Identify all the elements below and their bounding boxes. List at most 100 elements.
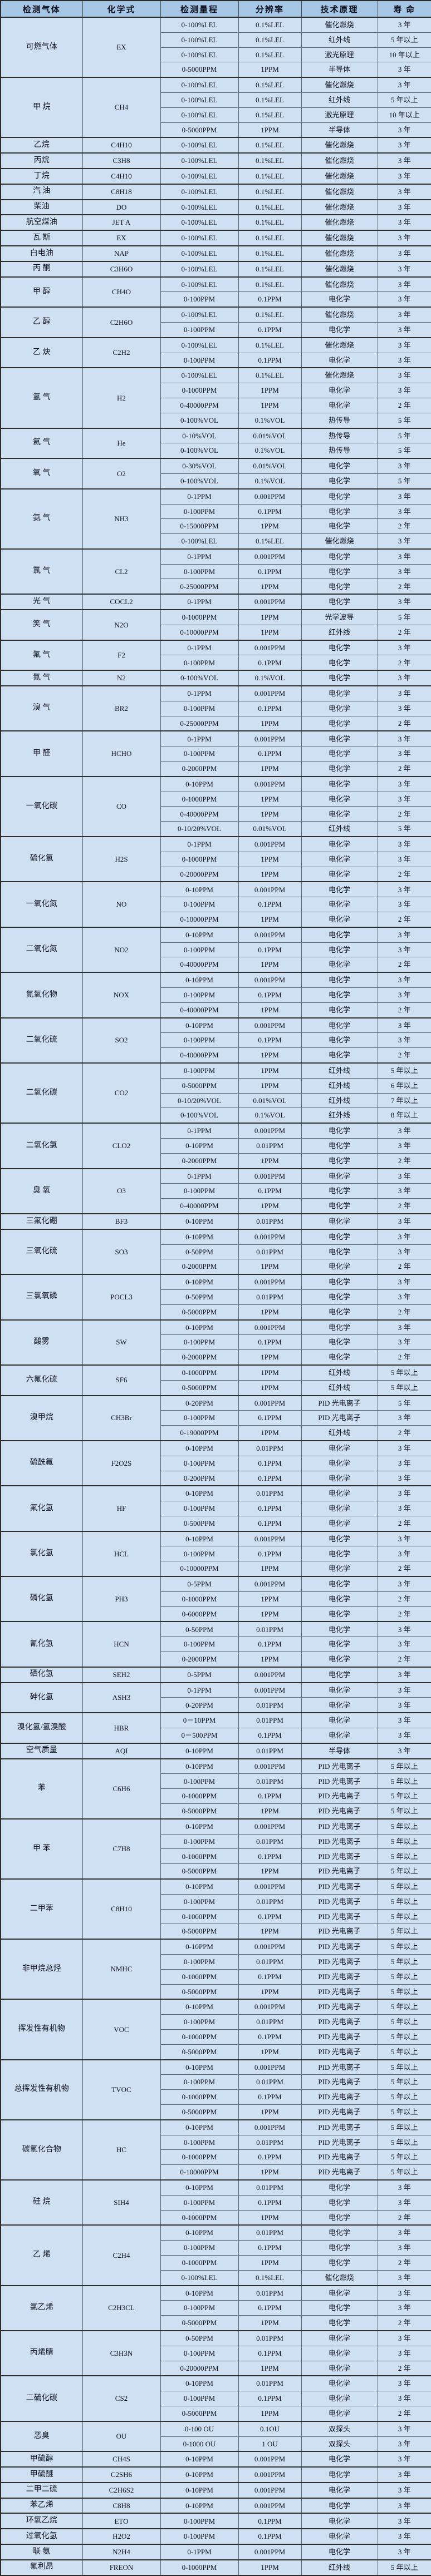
lifespan-cell: 5 年 bbox=[377, 473, 431, 490]
principle-cell: PID 光电离子 bbox=[301, 1924, 378, 1940]
table-row: 0-1000PPM 0.1PPM PID 光电离子 5 年以上 bbox=[1, 2029, 431, 2045]
principle-cell: PID 光电离子 bbox=[301, 1878, 378, 1895]
resolution-cell: 0.01PPM bbox=[238, 1289, 302, 1305]
principle-cell: PID 光电离子 bbox=[301, 1803, 378, 1819]
resolution-cell: 0.01PPM bbox=[238, 1833, 302, 1850]
lifespan-cell: 2 年 bbox=[377, 1198, 431, 1214]
table-row: 笑 气 N2O 0-1000PPM 1PPM 光学波导 5 年 bbox=[0, 609, 431, 641]
table-row: 0-40000PPM 1PPM 电化学 2 年 bbox=[1, 397, 431, 413]
table-row: 丙烷 C3H8 0-100%LEL 0.1%LEL 催化燃烧 3 年 bbox=[0, 152, 431, 169]
principle-cell: 催化燃烧 bbox=[301, 533, 378, 550]
range-cell: 0-1PPM bbox=[160, 548, 239, 565]
lifespan-cell: 3 年 bbox=[377, 2451, 431, 2468]
resolution-cell: 0.1PPM bbox=[238, 1183, 302, 1199]
lifespan-cell: 3 年 bbox=[377, 881, 431, 898]
range-cell: 0-100PPM bbox=[160, 352, 239, 368]
range-cell: 0-10PPM bbox=[160, 1758, 239, 1774]
principle-cell: 电化学 bbox=[301, 1002, 378, 1018]
principle-cell: 电化学 bbox=[301, 1017, 378, 1034]
resolution-cell: 0.1%LEL bbox=[238, 337, 302, 353]
table-row: 0-1000PPM 0.1PPM PID 光电离子 5 年以上 bbox=[1, 1969, 431, 1985]
resolution-cell: 0.01PPM bbox=[238, 1213, 302, 1230]
range-cell: 0-100PPM bbox=[160, 1833, 239, 1850]
table-row: 二氧化碳 CO2 0-100PPM 1PPM 红外线 5 年以上 bbox=[0, 1062, 431, 1124]
table-row: 二硫化碳 CS2 0-10PPM 0.01PPM 电化学 3 年 bbox=[0, 2375, 431, 2422]
principle-cell: 电化学 bbox=[301, 1168, 378, 1184]
lifespan-cell: 3 年 bbox=[377, 122, 431, 138]
principle-cell: 红外线 bbox=[301, 2559, 378, 2576]
table-row: 0-100PPM 0.1PPM 电化学 3 年 bbox=[1, 700, 431, 716]
gas-name-cell: 氯 气 bbox=[0, 548, 83, 595]
principle-cell: 催化燃烧 bbox=[301, 367, 378, 384]
lifespan-cell: 3 年 bbox=[377, 62, 431, 78]
resolution-cell: 1PPM bbox=[238, 1259, 302, 1275]
principle-cell: 红外线 bbox=[301, 1425, 378, 1441]
range-cell: 0-1000PPM bbox=[160, 383, 239, 398]
principle-cell: 电化学 bbox=[301, 2391, 378, 2406]
principle-cell: 电化学 bbox=[301, 957, 378, 973]
table-row: 0-10000PPM 1PPM PID 光电离子 5 年以上 bbox=[1, 2164, 431, 2181]
range-cell: 0-10PPM bbox=[160, 1939, 239, 1955]
table-row: 挥发性有机物 VOC 0-10PPM 0.001PPM PID 光电离子 5 年以上 bbox=[0, 1999, 431, 2060]
lifespan-cell: 2 年 bbox=[377, 1047, 431, 1064]
lifespan-cell: 5 年以上 bbox=[377, 1954, 431, 1970]
resolution-cell: 0.001PPM bbox=[238, 639, 302, 656]
lifespan-cell: 3 年 bbox=[377, 1440, 431, 1456]
principle-cell: 电化学 bbox=[301, 1289, 378, 1305]
lifespan-cell: 5 年以上 bbox=[377, 2104, 431, 2120]
gas-name-cell: 甲 醛 bbox=[0, 730, 83, 777]
gas-name-cell: 碳氢化合物 bbox=[0, 2119, 83, 2181]
principle-cell: 电化学 bbox=[301, 912, 378, 928]
table-row: 二氧化硫 SO2 0-10PPM 0.001PPM 电化学 3 年 bbox=[0, 1017, 431, 1064]
range-cell: 0-100%LEL bbox=[160, 533, 239, 550]
principle-cell: 电化学 bbox=[301, 1319, 378, 1336]
principle-cell: 电化学 bbox=[301, 1198, 378, 1214]
lifespan-cell: 3 年 bbox=[377, 383, 431, 398]
gas-name-cell: 可燃气体 bbox=[0, 16, 83, 78]
lifespan-cell: 3 年 bbox=[377, 639, 431, 656]
lifespan-cell: 3 年 bbox=[377, 1228, 431, 1245]
principle-cell: 电化学 bbox=[301, 2345, 378, 2361]
table-row: 0-2000PPM 1PPM 电化学 2 年 bbox=[1, 1153, 431, 1169]
gas-name-cell: 航空煤油 bbox=[0, 214, 83, 231]
lifespan-cell: 5 年以上 bbox=[377, 1939, 431, 1955]
resolution-cell: 0.001PPM bbox=[238, 548, 302, 565]
principle-cell: PID 光电离子 bbox=[301, 1773, 378, 1789]
formula-cell: SO2 bbox=[82, 1017, 161, 1064]
formula-cell: H2O2 bbox=[82, 2528, 161, 2545]
range-cell: 0-1000PPM bbox=[160, 2209, 239, 2226]
lifespan-cell: 3 年 bbox=[377, 670, 431, 686]
resolution-cell: 0.1PPM bbox=[238, 2029, 302, 2045]
lifespan-cell: 3 年 bbox=[377, 260, 431, 278]
resolution-cell: 0.001PPM bbox=[238, 1017, 302, 1034]
table-row: 总挥发性有机物 TVOC 0-10PPM 0.001PPM PID 光电离子 5 年以上 bbox=[0, 2059, 431, 2120]
range-cell: 0-1PPM bbox=[160, 1168, 239, 1184]
table-row: 0-15000PPM 1PPM 电化学 2 年 bbox=[1, 518, 431, 535]
range-cell: 0-1PPM bbox=[160, 2544, 239, 2560]
table-row: 0-100PPM 0.01PPM PID 光电离子 5 年以上 bbox=[1, 1773, 431, 1789]
range-cell: 0-10PPM bbox=[160, 2481, 239, 2499]
principle-cell: 电化学 bbox=[301, 1138, 378, 1154]
principle-cell: 电化学 bbox=[301, 685, 378, 701]
resolution-cell: 1PPM bbox=[238, 1803, 302, 1819]
range-cell: 0-100%LEL bbox=[160, 16, 239, 33]
lifespan-cell: 5 年以上 bbox=[377, 1758, 431, 1774]
table-row: 0-100PPM 0.1PPM 电化学 3 年 bbox=[1, 746, 431, 762]
principle-cell: 红外线 bbox=[301, 1062, 378, 1079]
principle-cell: 电化学 bbox=[301, 1123, 378, 1139]
lifespan-cell: 3 年 bbox=[377, 1410, 431, 1426]
table-row: 0-10000PPM 1PPM 红外线 2 年 bbox=[1, 624, 431, 641]
table-row: 氯乙烯 C2H3CL 0-10PPM 0.01PPM 电化学 3 年 bbox=[0, 2285, 431, 2331]
range-cell: 0-10PPM bbox=[160, 1742, 239, 1759]
formula-cell: C2H6S2 bbox=[82, 2481, 161, 2499]
table-row: 0-10/20%VOL 0.01%VOL 红外线 7 年以上 bbox=[1, 1092, 431, 1109]
gas-name-cell: 氯化氢 bbox=[0, 1530, 83, 1577]
formula-cell: C3H3N bbox=[82, 2330, 161, 2376]
lifespan-cell: 3 年 bbox=[377, 2391, 431, 2406]
resolution-cell: 0.1%VOL bbox=[238, 473, 302, 490]
principle-cell: 半导体 bbox=[301, 1742, 378, 1759]
principle-cell: 电化学 bbox=[301, 1213, 378, 1230]
principle-cell: 电化学 bbox=[301, 746, 378, 762]
resolution-cell: 1PPM bbox=[238, 1591, 302, 1607]
range-cell: 0-1PPM bbox=[160, 594, 239, 610]
